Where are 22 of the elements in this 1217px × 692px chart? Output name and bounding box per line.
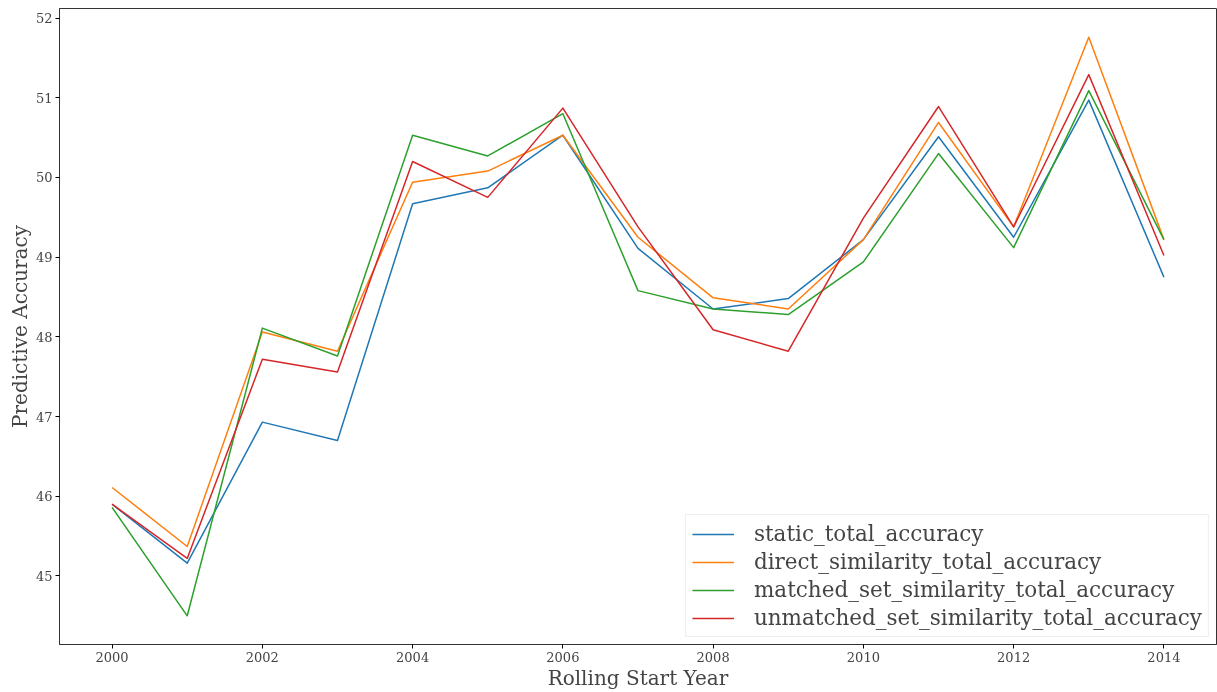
y-tick-label: 47 [35, 409, 53, 425]
y-tick-label: 50 [35, 170, 53, 186]
x-tick-label: 2000 [95, 649, 129, 665]
y-tick-label: 46 [35, 489, 53, 505]
x-tick-label: 2002 [245, 649, 279, 665]
legend-label: unmatched_set_similarity_total_accuracy [753, 605, 1202, 630]
x-tick-label: 2006 [546, 649, 580, 665]
y-tick-label: 52 [35, 11, 53, 27]
y-tick-label: 51 [35, 90, 53, 106]
x-tick-label: 2012 [997, 649, 1031, 665]
y-tick-label: 49 [35, 250, 53, 266]
x-tick-label: 2008 [696, 649, 730, 665]
x-tick-label: 2004 [396, 649, 430, 665]
y-axis-title: Predictive Accuracy [7, 224, 32, 428]
y-tick-label: 48 [35, 329, 53, 345]
y-tick-label: 45 [35, 568, 53, 584]
legend-label: static_total_accuracy [753, 521, 984, 546]
legend-label: matched_set_similarity_total_accuracy [753, 577, 1175, 602]
x-tick-label: 2014 [1147, 649, 1181, 665]
x-tick-label: 2010 [846, 649, 880, 665]
x-axis-title: Rolling Start Year [547, 665, 729, 690]
legend-label: direct_similarity_total_accuracy [753, 549, 1102, 574]
